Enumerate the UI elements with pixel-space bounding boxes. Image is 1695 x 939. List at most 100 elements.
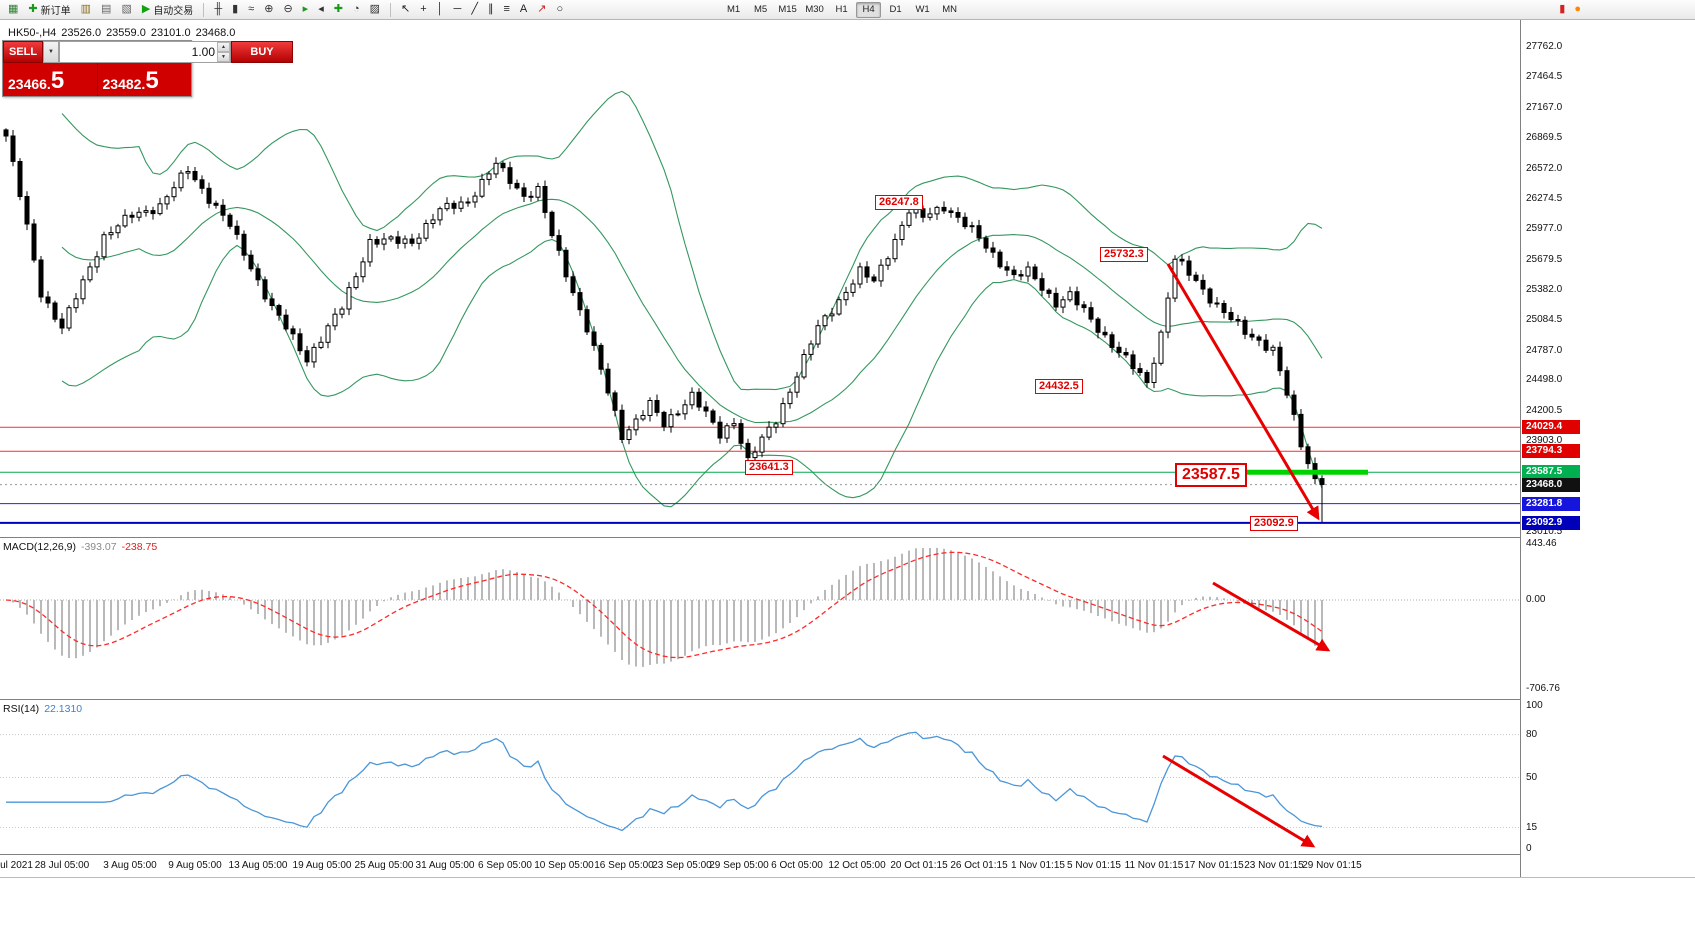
price-axis-label: 24787.0 [1526,344,1563,356]
cursor-button[interactable]: ↖ [397,1,414,18]
bollinger-middle [61,198,1323,424]
price-axis-label: 26572.0 [1526,162,1563,174]
line-chart-button[interactable]: ≈ [244,1,258,18]
arrows-icon: ↗ [537,3,547,15]
time-axis-label: Jul 2021 [0,860,33,871]
time-axis-label: 6 Sep 05:00 [478,860,532,871]
price-annotation[interactable]: 26247.8 [875,195,923,210]
macd-axis-label: 0.00 [1526,594,1546,605]
price-axis-label: 23903.0 [1526,435,1563,447]
timeframe-m1-button[interactable]: M1 [721,2,746,18]
rsi-axis-label: 15 [1526,821,1538,833]
shapes-button[interactable]: ○ [552,1,567,18]
indicators-button[interactable]: ✚ [330,1,347,18]
candlestick-chart-icon: ▮ [232,3,239,15]
volume-increase-button[interactable]: ▲ [217,42,230,52]
trade-panel-controls: SELL ▼ ▲ ▼ BUY [3,41,293,63]
timeframe-mn-button[interactable]: MN [937,2,962,18]
data-window-button[interactable]: ▧ [117,1,135,18]
timeframe-h4-button[interactable]: H4 [856,1,882,18]
autotrade-button-label: 自动交易 [153,6,194,17]
macd-value-main: -393.07 [80,541,117,553]
vertical-line-button[interactable]: │ [433,1,448,18]
zoom-out-button[interactable]: ⊖ [279,1,296,18]
price-marker: 24029.4 [1522,420,1580,435]
bar-chart-button[interactable]: ╫ [210,1,226,18]
arrows-button[interactable]: ↗ [533,1,550,18]
vertical-line-icon: │ [436,3,444,15]
timeframe-h1-button[interactable]: H1 [829,2,854,18]
price-annotation[interactable]: 23641.3 [745,460,793,475]
news-icon[interactable]: ▮ [1559,3,1566,15]
buy-button[interactable]: BUY [231,41,293,63]
crosshair-button[interactable]: + [416,1,430,18]
price-annotation[interactable]: 23092.9 [1250,516,1298,531]
rsi-axis-label: 0 [1526,843,1532,854]
text-button[interactable]: A [516,1,531,18]
toolbar-separator [203,2,205,17]
time-axis-label: 6 Oct 05:00 [771,860,823,871]
new-chart-button[interactable]: ▦ [4,1,22,18]
volume-decrease-button[interactable]: ▼ [217,52,230,62]
time-axis-label: 23 Sep 05:00 [652,860,712,871]
price-annotation[interactable]: 25732.3 [1100,247,1148,262]
zoom-in-icon: ⊕ [264,3,274,15]
rsi-panel[interactable] [0,699,1520,854]
new-order-icon: ✚ [28,3,38,15]
price-marker: 23468.0 [1522,477,1580,492]
volume-preset-dropdown[interactable]: ▼ [43,41,59,63]
connection-status-icon[interactable]: ● [1574,3,1581,15]
trade-panel-prices: 23466. 5 23482. 5 [3,63,191,96]
timeframe-m5-button[interactable]: M5 [748,2,773,18]
trendline-icon: ╱ [471,3,478,15]
channel-button[interactable]: ∥ [484,1,498,18]
trend-arrow[interactable] [1162,754,1316,848]
timeframe-d1-button[interactable]: D1 [883,2,908,18]
buy-price-big: 5 [145,67,159,95]
rsi-axis-label: 50 [1526,771,1538,783]
volume-spinner: ▲ ▼ [217,42,230,62]
autotrade-button[interactable]: ▶ 自动交易 [138,1,197,18]
rsi-indicator-label: RSI(14) 22.1310 [3,703,87,715]
zoom-in-button[interactable]: ⊕ [260,1,277,18]
fibonacci-button[interactable]: ≡ [499,1,513,18]
price-annotation[interactable]: 23587.5 [1175,463,1247,487]
timeframe-w1-button[interactable]: W1 [910,2,935,18]
auto-scroll-button[interactable]: ▸ [299,1,313,18]
price-annotation[interactable]: 24432.5 [1035,379,1083,394]
timeframe-m15-button[interactable]: M15 [775,2,800,18]
sell-button[interactable]: SELL [3,41,43,63]
candlestick-chart-button[interactable]: ▮ [228,1,242,18]
periods-button[interactable]: ◔ [349,1,364,18]
templates-button[interactable]: ▨ [366,1,384,18]
trendline-button[interactable]: ╱ [467,1,482,18]
price-chart[interactable] [0,20,1520,537]
market-watch-button[interactable]: ▤ [97,1,115,18]
volume-input[interactable] [60,42,217,62]
horizontal-line-icon: ─ [453,3,462,15]
price-axis-label: 24498.0 [1526,374,1563,386]
price-axis-label: 24200.5 [1526,404,1563,416]
new-order-button[interactable]: ✚ 新订单 [24,1,74,18]
timeframe-m30-button[interactable]: M30 [802,2,827,18]
chart-shift-button[interactable]: ◂ [314,1,328,18]
time-axis-label: 26 Oct 01:15 [950,860,1008,871]
one-click-trading-panel: SELL ▼ ▲ ▼ BUY 23466.5 23482.5 [2,40,293,97]
trend-arrow[interactable] [1212,581,1331,652]
symbol-period: HK50-,H4 [8,27,57,39]
trend-arrow[interactable] [1166,263,1320,521]
time-axis-label: 20 Oct 01:15 [890,860,948,871]
price-axis-label: 23010.5 [1526,526,1563,538]
ohlc-high: 23559.0 [106,27,146,39]
time-axis-label: 10 Sep 05:00 [534,860,594,871]
horizontal-line-button[interactable]: ─ [450,1,466,18]
macd-panel[interactable] [0,537,1520,699]
chart-profiles-button[interactable]: ▥ [77,1,95,18]
text-icon: A [519,3,528,15]
time-axis-label: 1 Nov 01:15 [1011,860,1065,871]
buy-price[interactable]: 23482. 5 [96,63,192,96]
macd-histogram [12,547,1323,667]
price-axis: 27762.0 27464.5 27167.0 26869.5 26572.0 26274… [1520,20,1586,877]
buy-price-main: 23482. [102,76,146,93]
sell-price[interactable]: 23466. 5 [3,63,97,96]
